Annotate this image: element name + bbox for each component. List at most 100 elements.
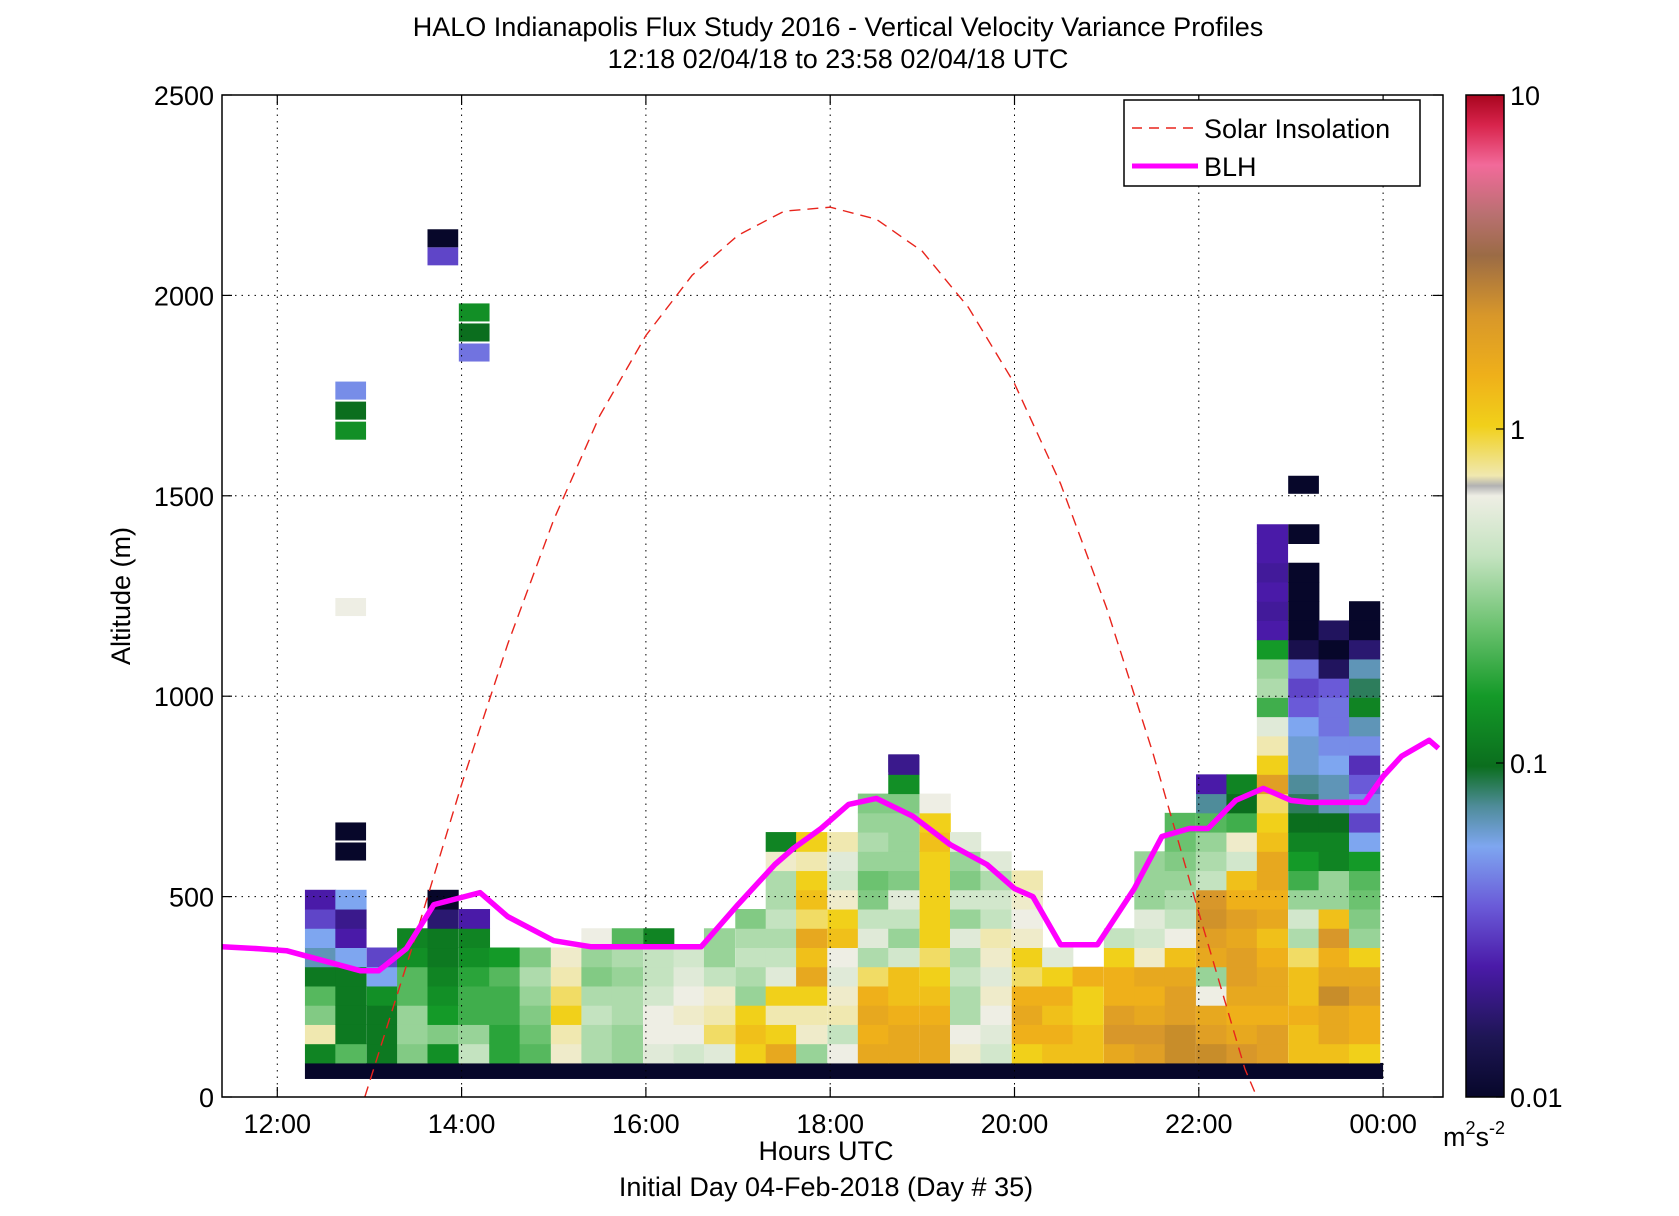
- heatmap-cell: [1349, 658, 1381, 679]
- heatmap-cell: [1349, 870, 1381, 891]
- x-tick-label: 12:00: [244, 1109, 312, 1139]
- heatmap-cell: [1164, 832, 1196, 852]
- blh-series: [222, 737, 1441, 974]
- grid-lines: [222, 95, 1443, 1097]
- heatmap-cell: [1256, 562, 1289, 583]
- heatmap-cell: [1164, 909, 1196, 929]
- heatmap-cell: [1288, 966, 1320, 987]
- heatmap-cell: [949, 1024, 982, 1045]
- heatmap-cell: [519, 947, 551, 968]
- heatmap-cell: [796, 832, 828, 852]
- heatmap-cell: [796, 1024, 828, 1045]
- heatmap-cell: [1256, 639, 1289, 660]
- heatmap-cell: [1256, 678, 1289, 698]
- heatmap-cell: [857, 851, 890, 872]
- heatmap-cell: [765, 832, 797, 852]
- heatmap-cell: [335, 822, 367, 841]
- heatmap-cell: [1349, 735, 1381, 756]
- heatmap-cell: [611, 966, 644, 987]
- heatmap-cell: [1042, 1024, 1074, 1045]
- heatmap-cell: [427, 909, 459, 929]
- heatmap-cell: [643, 928, 675, 949]
- heatmap-cell: [489, 966, 521, 987]
- heatmap-cell: [611, 1005, 644, 1025]
- heatmap-cell: [1042, 966, 1074, 987]
- heatmap-cell: [643, 1043, 675, 1064]
- heatmap-cell: [1288, 755, 1320, 775]
- legend-blh-label: BLH: [1204, 152, 1257, 182]
- heatmap-cell: [1349, 716, 1381, 737]
- heatmap-cell: [765, 985, 797, 1006]
- heatmap-cell: [581, 985, 613, 1006]
- heatmap-cell: [765, 1043, 797, 1064]
- heatmap-cell: [335, 1005, 367, 1025]
- heatmap-cell: [796, 1043, 828, 1064]
- heatmap-cell: [1256, 1043, 1289, 1064]
- heatmap-cell: [796, 928, 828, 949]
- x-tick-label: 18:00: [796, 1109, 864, 1139]
- heatmap-cell: [643, 947, 675, 968]
- heatmap-cell: [427, 928, 459, 949]
- heatmap-cell: [1164, 985, 1196, 1006]
- heatmap-cell: [1134, 909, 1166, 929]
- heatmap-cell: [765, 889, 797, 910]
- heatmap-cell: [1288, 851, 1320, 872]
- heatmap-cell: [1196, 1005, 1228, 1025]
- heatmap-cell: [335, 1043, 367, 1064]
- colorbar-tick-label: 0.01: [1510, 1083, 1563, 1113]
- heatmap-cell: [1256, 581, 1289, 602]
- heatmap-cell: [304, 889, 337, 910]
- heatmap-cell: [1164, 870, 1196, 891]
- heatmap-cell: [1103, 928, 1136, 949]
- heatmap-cell: [888, 966, 920, 987]
- heatmap-cell: [550, 1005, 583, 1025]
- heatmap-cell: [611, 928, 644, 949]
- heatmap-cell: [857, 909, 890, 929]
- heatmap-cell: [827, 909, 859, 929]
- heatmap-cell: [888, 928, 920, 949]
- blh-line: [222, 737, 1441, 974]
- heatmap-cell: [673, 985, 705, 1006]
- heatmap-cell: [1288, 985, 1320, 1006]
- heatmap-cell: [427, 947, 459, 968]
- heatmap-cell: [643, 985, 675, 1006]
- heatmap-cell: [1042, 985, 1074, 1006]
- heatmap-cell: [857, 947, 890, 968]
- heatmap-cell: [581, 1024, 613, 1045]
- heatmap-cell: [1318, 658, 1350, 679]
- heatmap-cell: [888, 1005, 920, 1025]
- heatmap-cell: [489, 1005, 521, 1025]
- heatmap-cell: [980, 1043, 1012, 1064]
- y-axis-ticks: 0 500 1000 1500 2000 2500: [154, 81, 1443, 1113]
- heatmap-cell: [304, 928, 337, 949]
- heatmap-cell: [703, 1024, 736, 1045]
- heatmap-cell: [458, 1024, 491, 1045]
- y-tick-label: 0: [199, 1083, 214, 1113]
- heatmap-cell: [1226, 812, 1258, 833]
- heatmap-cell: [1196, 985, 1228, 1006]
- heatmap-bottom-band: [304, 1062, 1384, 1079]
- heatmap-cell: [827, 832, 859, 852]
- x-axis-ticks: 12:00 14:00 16:00 18:00 20:00 22:00 00:00: [244, 95, 1417, 1139]
- heatmap-cell: [857, 928, 890, 949]
- heatmap-cell: [1256, 524, 1289, 544]
- heatmap-cell: [335, 928, 367, 949]
- heatmap-cell: [1256, 1005, 1289, 1025]
- heatmap-cell: [1288, 524, 1320, 544]
- heatmap-cell: [1288, 716, 1320, 737]
- colorbar-unit-base: m: [1443, 1122, 1466, 1152]
- heatmap-cell: [919, 1005, 951, 1025]
- heatmap-cell: [1256, 928, 1289, 949]
- heatmap-cell: [1318, 1024, 1350, 1045]
- heatmap-cell: [1288, 812, 1320, 833]
- heatmap-cell: [888, 947, 920, 968]
- heatmap-cell: [796, 966, 828, 987]
- heatmap-cell: [1226, 928, 1258, 949]
- heatmap-cell: [1318, 870, 1350, 891]
- heatmap-cell: [1164, 947, 1196, 968]
- x-axis-label: Hours UTC: [758, 1136, 893, 1166]
- heatmap-cell: [1256, 889, 1289, 910]
- heatmap-cell: [949, 928, 982, 949]
- heatmap-cell: [1072, 1005, 1104, 1025]
- heatmap-cell: [735, 1005, 767, 1025]
